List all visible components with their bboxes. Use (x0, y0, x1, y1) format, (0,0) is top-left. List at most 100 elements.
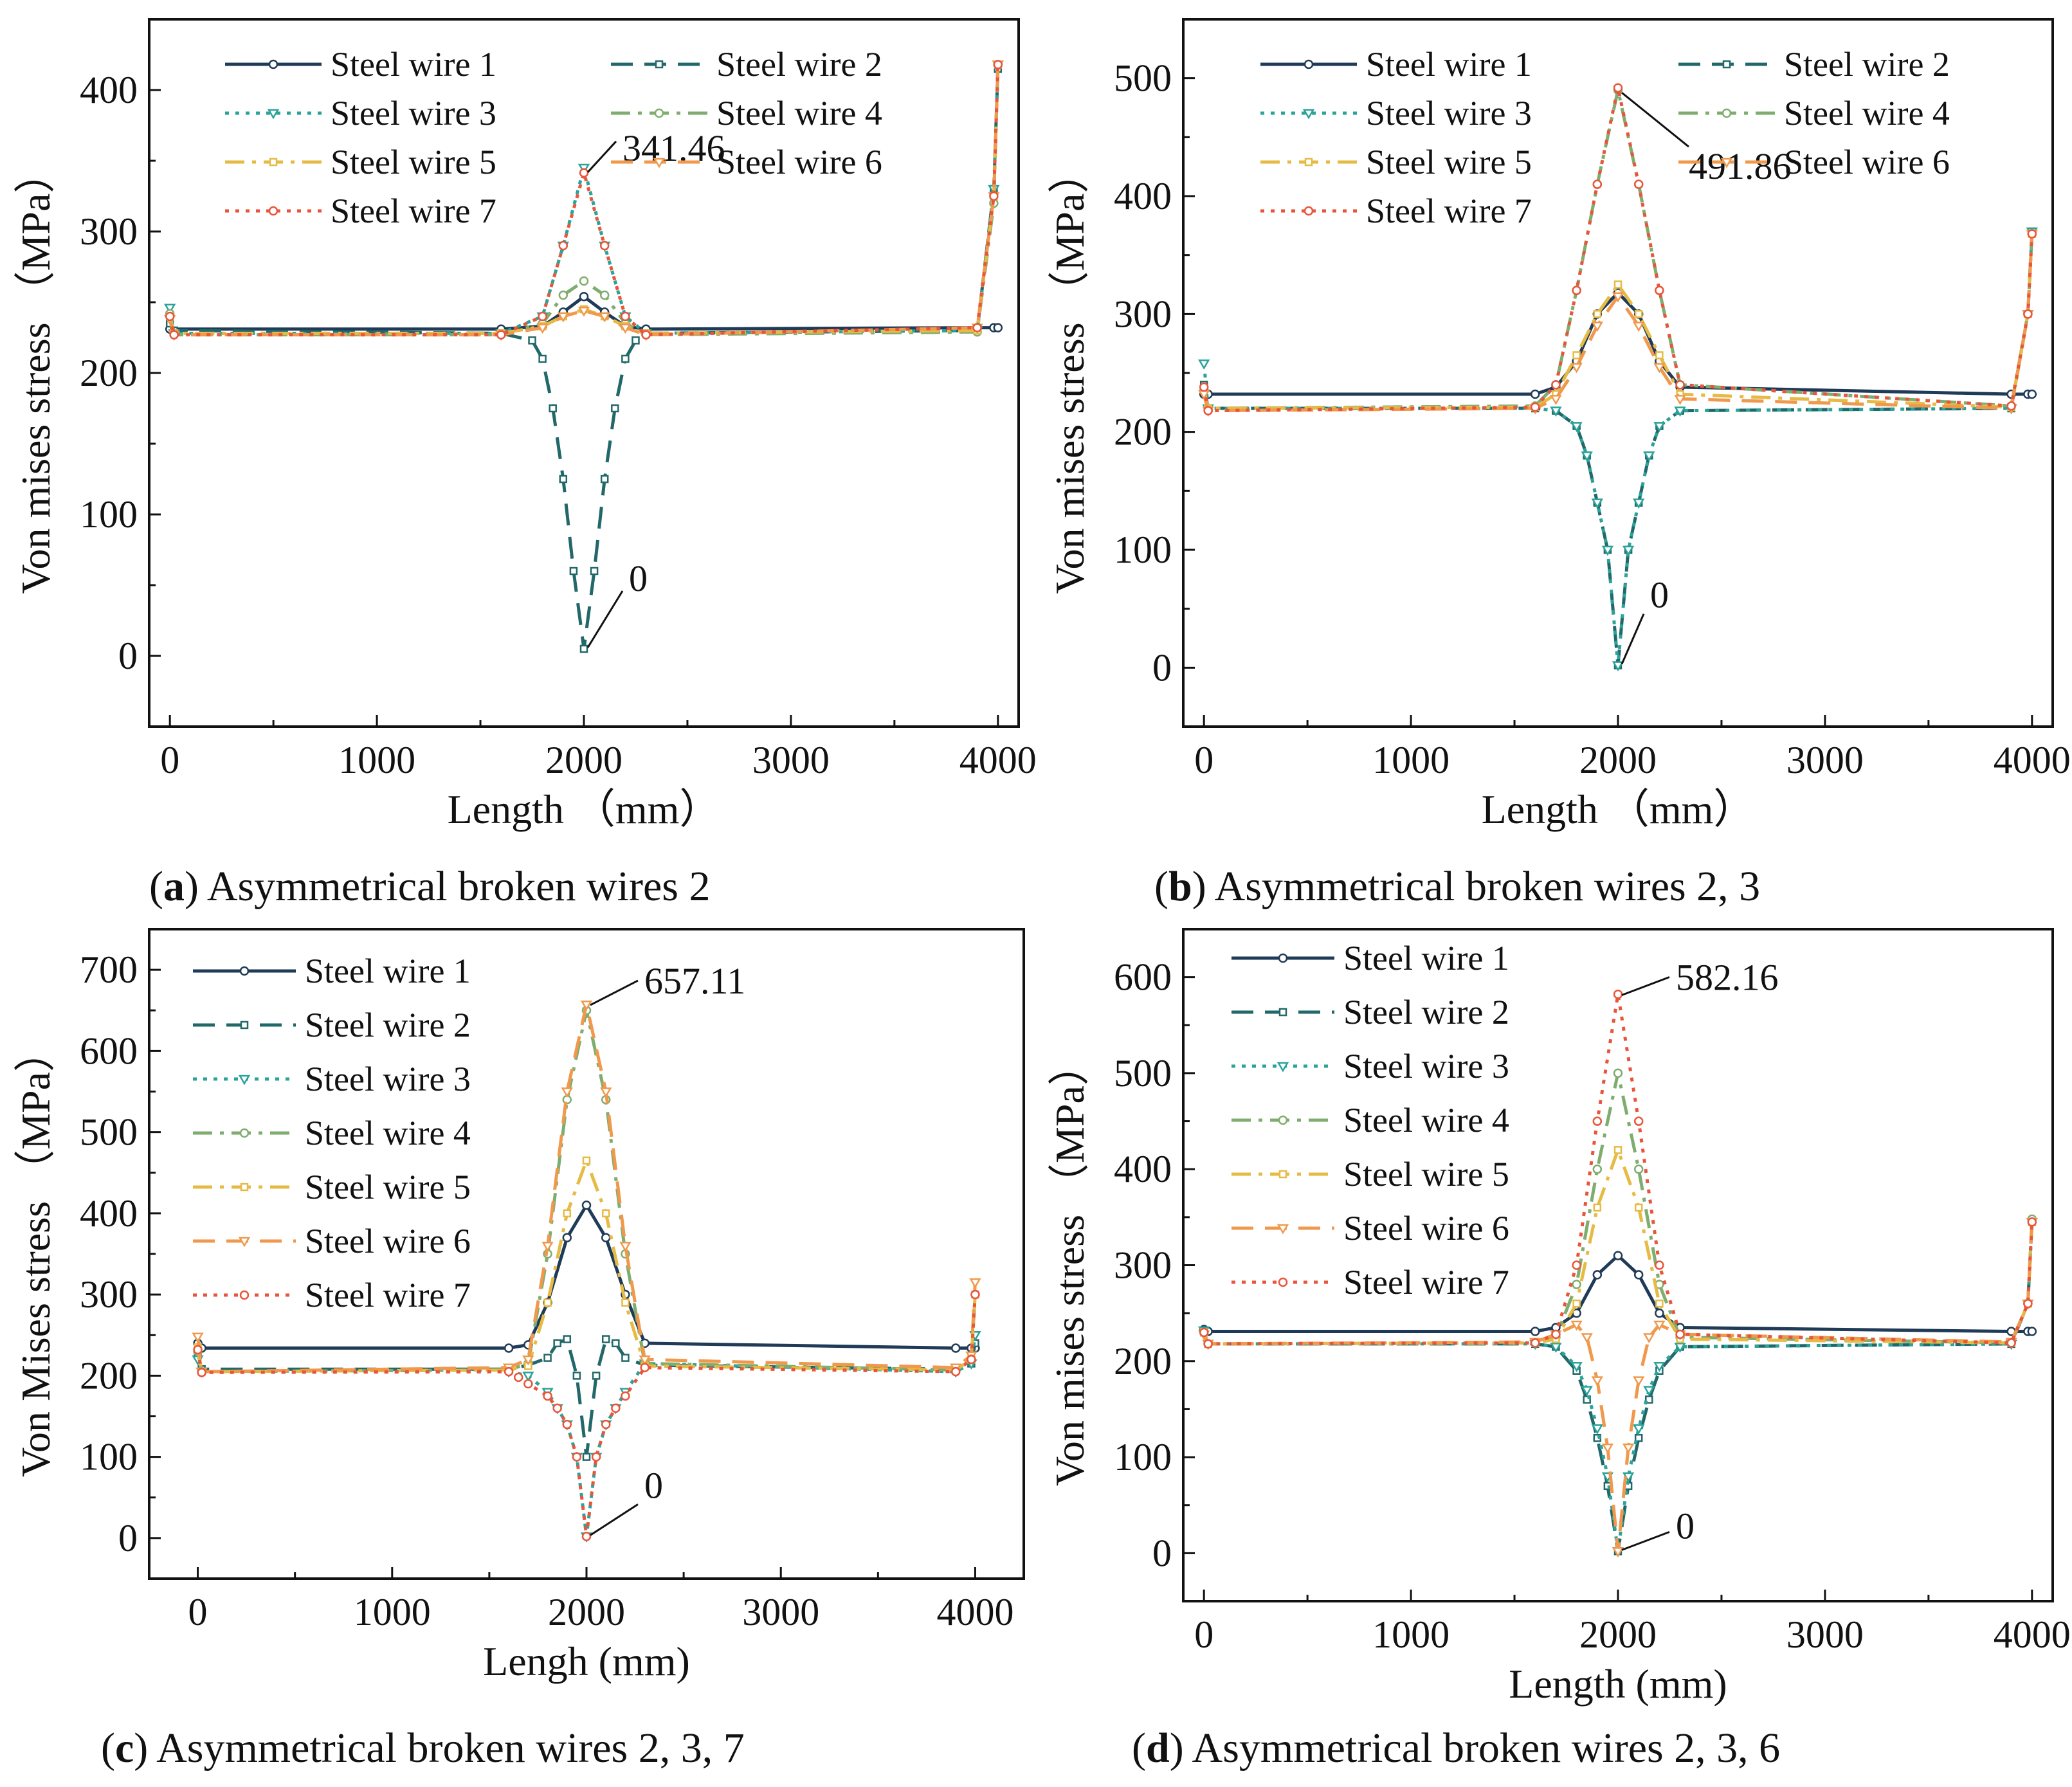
x-tick-label: 4000 (1994, 1613, 2071, 1656)
x-tick-label: 2000 (1579, 1613, 1657, 1656)
legend-label: Steel wire 6 (716, 143, 882, 181)
legend-label: Steel wire 5 (305, 1168, 471, 1206)
data-point (641, 330, 651, 340)
data-point (1550, 406, 1562, 417)
legend-label: Steel wire 2 (1784, 45, 1950, 84)
x-tick-label: 2000 (1579, 739, 1657, 781)
legend-marker (654, 108, 664, 118)
data-point (1570, 1362, 1583, 1372)
legend-label: Steel wire 5 (1366, 143, 1532, 181)
data-point (1633, 1424, 1645, 1435)
data-point (562, 1419, 572, 1429)
data-point (1572, 1260, 1581, 1270)
legend-marker (1720, 158, 1733, 168)
data-point (1592, 1164, 1603, 1174)
legend-marker (1277, 1224, 1289, 1235)
y-tick-label: 300 (1114, 1244, 1172, 1287)
annotation-label: 491.86 (1689, 145, 1792, 187)
data-point (1601, 1443, 1614, 1454)
data-point (193, 1345, 203, 1355)
annotation-leader (1621, 976, 1670, 996)
y-axis-title: Von mises stress （MPa） (1047, 1044, 1093, 1486)
y-tick-label: 500 (80, 1111, 138, 1154)
y-tick-label: 700 (80, 948, 138, 991)
data-point (580, 1001, 593, 1011)
legend-marker (269, 158, 278, 167)
data-point (1612, 1547, 1624, 1557)
series-line-7 (196, 1294, 977, 1538)
series-line-1 (1204, 291, 2032, 396)
data-point (169, 330, 179, 340)
data-point (1634, 1203, 1643, 1212)
legend-label: Steel wire 2 (716, 45, 882, 84)
y-tick-label: 0 (1152, 1532, 1172, 1574)
legend-label: Steel wire 2 (305, 1006, 471, 1044)
data-point (563, 1209, 572, 1218)
annotation-leader (1621, 91, 1689, 148)
data-point (1530, 1338, 1540, 1348)
caption-text: Asymmetrical broken wires 2, 3, 7 (148, 1725, 744, 1772)
y-tick-label: 0 (1152, 646, 1172, 689)
data-point (541, 1242, 554, 1252)
data-point (2027, 389, 2037, 399)
x-axis-title: Lengh (mm) (483, 1638, 690, 1684)
data-point (1633, 1164, 1644, 1174)
data-point (558, 290, 568, 300)
y-tick-label: 200 (80, 1354, 138, 1397)
data-point (579, 276, 589, 286)
x-axis-title: Length (mm) (1509, 1661, 1727, 1707)
y-tick-label: 0 (118, 1517, 138, 1559)
data-point (1674, 406, 1686, 417)
x-tick-label: 3000 (1786, 1613, 1864, 1656)
data-point (1591, 322, 1603, 332)
data-point (1612, 292, 1624, 303)
y-tick-label: 400 (80, 1192, 138, 1235)
legend-marker (1722, 108, 1732, 118)
data-point (1633, 179, 1644, 189)
legend-marker (1278, 1170, 1287, 1179)
data-point (1633, 322, 1645, 332)
y-tick-label: 100 (80, 493, 138, 536)
x-tick-label: 3000 (752, 739, 830, 781)
legend-marker (1278, 953, 1288, 963)
y-tick-label: 600 (1114, 956, 1172, 999)
data-point (1653, 422, 1666, 432)
data-point (1570, 1320, 1583, 1331)
data-point (1592, 1270, 1603, 1280)
y-axis-title: Von mises stress （MPa） (1047, 152, 1093, 594)
data-point (553, 1339, 561, 1348)
y-tick-label: 300 (80, 1273, 138, 1316)
data-point (496, 330, 506, 340)
series-line-7 (1202, 86, 2034, 413)
data-point (1199, 382, 1209, 392)
y-tick-label: 200 (80, 352, 138, 394)
data-point (1591, 498, 1603, 509)
legend-label: Steel wire 6 (1784, 143, 1950, 181)
data-point (557, 312, 569, 323)
data-point (2027, 229, 2037, 239)
caption-text: Asymmetrical broken wires 2, 3, 6 (1184, 1725, 1780, 1772)
legend-label: Steel wire 6 (1343, 1209, 1509, 1247)
legend-label: Steel wire 6 (305, 1222, 471, 1260)
legend-marker (1302, 109, 1315, 120)
series-line-3 (1202, 231, 2034, 667)
panel-b: 0 1000 2000 3000 4000 0 100 200 300 400 500 Length … (1047, 18, 2071, 910)
data-point (1653, 1320, 1666, 1331)
series-line-3 (1202, 1222, 2034, 1553)
data-point (1643, 1386, 1655, 1397)
legend: Steel wire 1 Steel wire 2 Steel wire 3 Stee… (1231, 939, 1509, 1302)
legend-marker (268, 59, 278, 69)
x-tick-label: 1000 (1372, 739, 1449, 781)
data-point (1572, 351, 1581, 359)
data-point (621, 1354, 630, 1362)
data-point (513, 1372, 523, 1383)
legend-label: Steel wire 4 (1784, 94, 1950, 132)
panel-caption: (d) Asymmetrical broken wires 2, 3, 6 (1132, 1725, 1780, 1772)
data-point (522, 1372, 534, 1382)
data-point (599, 290, 610, 300)
data-point (1530, 389, 1540, 399)
data-point (562, 1233, 572, 1242)
plot-frame (1182, 928, 2054, 1602)
data-point (1613, 1068, 1623, 1078)
annotation-label: 582.16 (1676, 957, 1779, 999)
